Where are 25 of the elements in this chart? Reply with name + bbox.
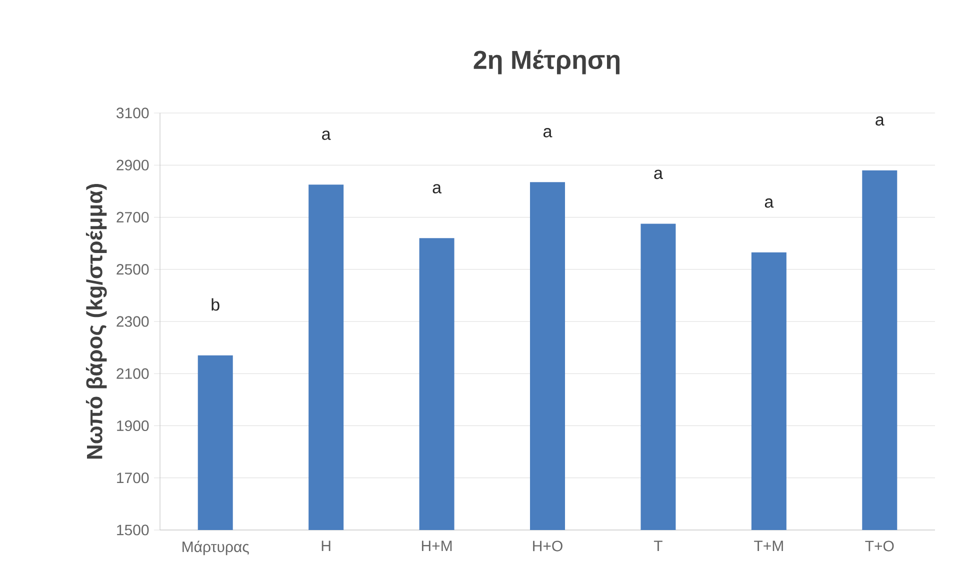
annotation: a — [764, 198, 774, 208]
y-tick-label: 2700 — [116, 212, 149, 223]
x-tick-label: Τ+Μ — [754, 540, 783, 552]
y-tick-label: 3100 — [116, 108, 149, 118]
y-tick-label: 2100 — [116, 368, 149, 379]
annotation: a — [654, 170, 663, 180]
x-tick-label: Η+Ο — [533, 540, 562, 552]
y-tick-label: 2900 — [116, 160, 149, 170]
x-tick-label: Μάρτυρας — [182, 540, 249, 556]
x-tick-label: Τ+Ο — [865, 540, 894, 552]
y-axis-title: Νωπό βάρος (kg/στρέμμα) — [86, 184, 107, 459]
y-tick-label: 1900 — [117, 420, 149, 432]
annotation: a — [322, 130, 331, 140]
y-tick-label: 2300 — [116, 316, 149, 327]
annotation: a — [544, 128, 552, 138]
x-tick-label: Η+Μ — [422, 540, 452, 552]
x-tick-label: Τ — [654, 540, 662, 552]
annotation: b — [212, 298, 220, 311]
chart-title: 2η Μέτρηση — [474, 50, 620, 74]
y-tick-label: 2500 — [116, 264, 149, 275]
x-tick-label: Η — [322, 540, 330, 552]
y-tick-label: 1700 — [117, 472, 149, 484]
y-tick-label: 1500 — [117, 524, 149, 536]
annotation: a — [876, 116, 884, 126]
annotation: a — [432, 184, 442, 194]
